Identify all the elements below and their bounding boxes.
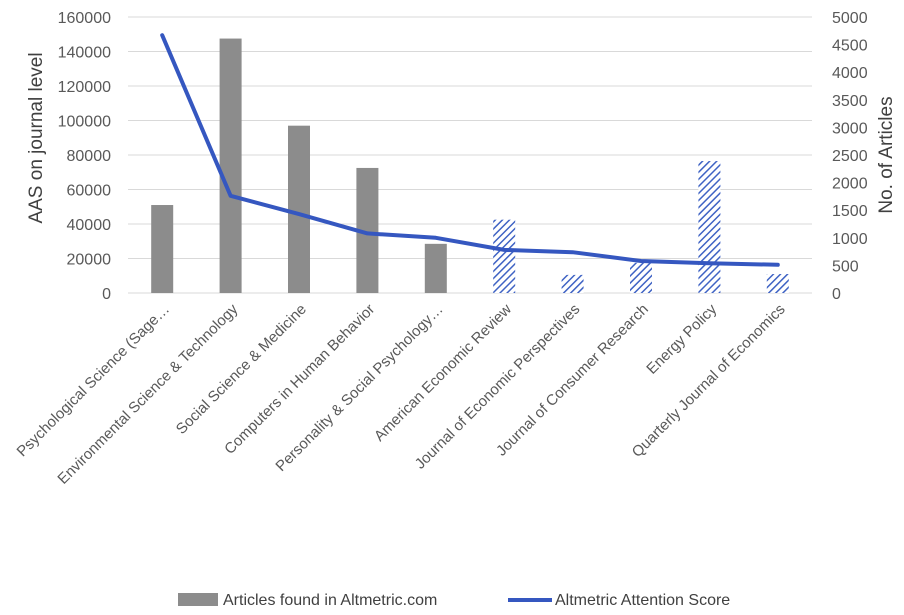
left-tick-label: 100000 — [58, 114, 111, 131]
right-tick-label: 0 — [832, 286, 841, 303]
line-point — [503, 249, 505, 251]
left-tick-label: 160000 — [58, 10, 111, 27]
left-tick-label: 60000 — [67, 183, 112, 200]
bar — [766, 274, 789, 293]
left-axis-ticks: 0 20000 40000 60000 80000 100000 120000 140000 1… — [58, 10, 111, 303]
right-tick-label: 3500 — [832, 93, 868, 110]
left-tick-label: 20000 — [67, 252, 112, 269]
category-label: Journal of Consumer Research — [493, 301, 652, 460]
right-tick-label: 2000 — [832, 176, 868, 193]
line-point — [161, 34, 163, 36]
bar — [561, 274, 584, 293]
legend-label-bars: Articles found in Altmetric.com — [223, 592, 437, 609]
bar — [356, 167, 379, 293]
legend-label-line: Altmetric Attention Score — [555, 592, 730, 609]
right-tick-label: 5000 — [832, 10, 868, 27]
right-axis-title: No. of Articles — [876, 96, 897, 213]
line-point — [435, 237, 437, 239]
right-tick-label: 500 — [832, 258, 859, 275]
legend-swatch-bars — [178, 593, 218, 606]
line-point — [298, 213, 300, 215]
line-point — [777, 264, 779, 266]
category-label: American Economic Review — [371, 301, 515, 445]
line-series — [160, 33, 780, 267]
bar-series — [151, 38, 789, 293]
right-tick-label: 2500 — [832, 148, 868, 165]
category-label: Social Science & Medicine — [173, 301, 310, 438]
bar — [424, 243, 447, 293]
line-point — [640, 260, 642, 262]
gridlines — [128, 16, 812, 294]
bar — [630, 262, 652, 293]
left-tick-label: 0 — [102, 286, 111, 303]
line-point — [708, 262, 710, 264]
left-tick-label: 140000 — [58, 45, 111, 62]
right-tick-label: 4000 — [832, 65, 868, 82]
series-line — [160, 33, 780, 267]
category-label: Quarterly Journal of Economics — [629, 301, 789, 461]
right-tick-label: 1000 — [832, 231, 868, 248]
right-tick-label: 4500 — [832, 38, 868, 55]
bar — [288, 125, 310, 293]
bar — [493, 219, 516, 293]
right-tick-label: 3000 — [832, 120, 868, 137]
line-point — [366, 232, 368, 234]
left-tick-label: 40000 — [67, 217, 112, 234]
left-tick-label: 120000 — [58, 79, 111, 96]
line-point — [230, 195, 232, 197]
bar — [151, 205, 174, 293]
right-axis-ticks: 0 500 1000 1500 2000 2500 3000 3500 4000 4500 5000 — [832, 10, 868, 303]
category-label: Energy Policy — [643, 300, 720, 377]
bar — [219, 38, 242, 293]
category-label: Computers in Human Behavior — [221, 301, 378, 458]
left-tick-label: 80000 — [67, 148, 112, 165]
right-tick-label: 1500 — [832, 203, 868, 220]
legend: Articles found in Altmetric.com Altmetri… — [178, 592, 730, 609]
category-labels: Psychological Science (Sage…Environmenta… — [14, 300, 789, 487]
bar — [698, 161, 721, 293]
left-axis-title: AAS on journal level — [26, 52, 47, 223]
line-point — [572, 251, 574, 253]
